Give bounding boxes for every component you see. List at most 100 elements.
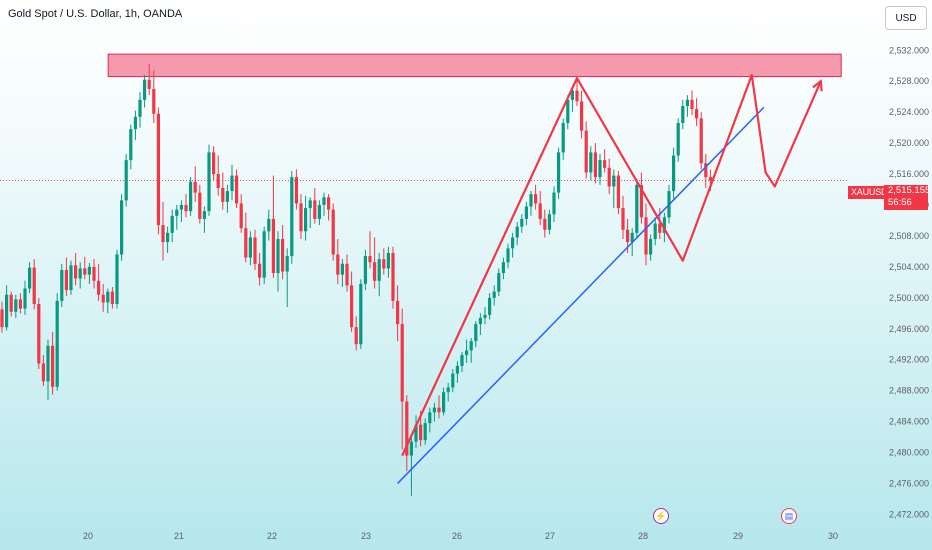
candle-body xyxy=(170,215,174,233)
candle-body xyxy=(409,441,413,456)
us-flag-icon[interactable]: ▤ xyxy=(781,508,797,524)
candle-body xyxy=(299,203,303,232)
candle-body xyxy=(83,268,87,275)
candle-body xyxy=(455,365,459,374)
candle-body xyxy=(607,167,611,187)
candle-body xyxy=(423,423,427,441)
candle-body xyxy=(704,163,708,178)
candle-body xyxy=(612,175,616,187)
candle-body xyxy=(653,223,657,240)
candle-body xyxy=(133,116,137,130)
y-tick-label: 2,528.000 xyxy=(889,76,929,86)
y-tick-label: 2,476.000 xyxy=(889,478,929,488)
candle-body xyxy=(465,350,469,356)
candle-body xyxy=(350,285,354,328)
candle-body xyxy=(529,194,533,207)
candle-body xyxy=(156,113,160,226)
candle-body xyxy=(543,218,547,230)
candle-body xyxy=(676,122,680,156)
candle-body xyxy=(230,175,234,192)
candle-body xyxy=(308,200,312,209)
candle-body xyxy=(382,259,386,269)
candle-body xyxy=(18,299,22,309)
candle-body xyxy=(580,101,584,131)
candle-body xyxy=(175,209,179,216)
candle-body xyxy=(244,228,248,258)
candle-body xyxy=(78,268,82,279)
candle-body xyxy=(699,118,703,164)
candle-body xyxy=(547,214,551,230)
candle-body xyxy=(483,314,487,318)
lightning-icon[interactable]: ⚡ xyxy=(653,508,669,524)
candle-body xyxy=(662,217,666,233)
candle-body xyxy=(368,256,372,263)
y-tick-label: 2,520.000 xyxy=(889,138,929,148)
candle-body xyxy=(97,280,101,295)
symbol-tag: XAUUSD xyxy=(848,186,891,199)
candle-body xyxy=(51,345,55,387)
pattern-path xyxy=(401,73,822,457)
candle-body xyxy=(258,263,262,278)
candle-body xyxy=(497,273,501,292)
candle-body xyxy=(695,109,699,119)
candle-body xyxy=(626,229,630,243)
candle-body xyxy=(630,232,634,243)
candle-body xyxy=(538,203,542,219)
candle-body xyxy=(685,99,689,106)
candle-body xyxy=(124,160,128,201)
candle-body xyxy=(239,203,243,229)
candle-body xyxy=(658,223,662,233)
candle-body xyxy=(359,283,363,345)
candle-body xyxy=(419,424,423,441)
candle-body xyxy=(437,407,441,413)
candle-body xyxy=(672,155,676,192)
candle-body xyxy=(120,200,124,255)
candle-body xyxy=(276,239,280,274)
candle-body xyxy=(566,99,570,123)
candle-body xyxy=(262,231,266,278)
candle-body xyxy=(101,294,105,303)
candle-body xyxy=(520,218,524,227)
current-price-value: 2,515.155 xyxy=(888,185,931,196)
candle-body xyxy=(593,152,597,178)
candle-body xyxy=(345,263,349,286)
candle-body xyxy=(212,152,216,175)
y-tick-label: 2,500.000 xyxy=(889,293,929,303)
currency-button[interactable]: USD xyxy=(885,6,927,30)
candle-body xyxy=(322,197,326,205)
candle-body xyxy=(524,206,528,219)
support-trendline xyxy=(397,106,765,484)
candle-body xyxy=(589,152,593,173)
candle-body xyxy=(414,424,418,442)
candle-body xyxy=(511,237,515,249)
candle-body xyxy=(377,259,381,281)
candle-body xyxy=(41,363,45,382)
candle-body xyxy=(271,218,275,274)
candle-body xyxy=(492,291,496,298)
candle-body xyxy=(267,218,271,232)
x-tick-label: 30 xyxy=(828,531,838,541)
candle-body xyxy=(23,288,27,309)
y-tick-label: 2,532.000 xyxy=(889,45,929,55)
pattern-arrowhead xyxy=(812,79,823,92)
candle-body xyxy=(363,256,367,284)
candle-body xyxy=(32,267,36,304)
x-tick-label: 21 xyxy=(174,531,184,541)
candle-body xyxy=(354,327,358,345)
candle-body xyxy=(14,299,18,312)
candle-body xyxy=(561,122,565,153)
x-tick-label: 22 xyxy=(267,531,277,541)
candle-body xyxy=(603,160,607,168)
candle-body xyxy=(644,217,648,255)
candle-body xyxy=(281,239,285,272)
candle-body xyxy=(69,265,73,291)
current-price-tag: 2,515.155 56:56 xyxy=(884,185,931,210)
x-tick-label: 27 xyxy=(545,531,555,541)
candle-body xyxy=(138,99,142,117)
candle-body xyxy=(635,184,639,233)
candle-body xyxy=(143,79,147,100)
candle-body xyxy=(152,88,156,114)
candle-body xyxy=(331,209,335,255)
